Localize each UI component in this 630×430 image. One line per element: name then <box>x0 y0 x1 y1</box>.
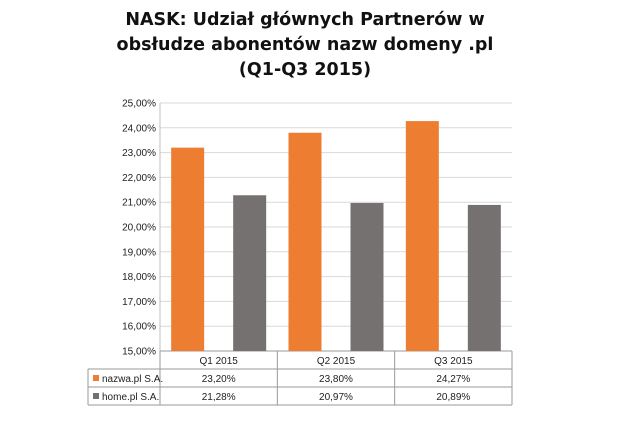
x-category-label: Q2 2015 <box>317 356 356 367</box>
chart-title-line: NASK: Udział głównych Partnerów w <box>125 10 485 30</box>
data-value-label: 24,27% <box>436 374 470 385</box>
y-tick-label: 20,00% <box>122 223 156 234</box>
data-value-label: 23,20% <box>202 374 236 385</box>
data-value-label: 20,97% <box>319 392 353 403</box>
chart-title-line: (Q1-Q3 2015) <box>238 60 372 80</box>
data-value-label: 21,28% <box>202 392 236 403</box>
legend-label: home.pl S.A. <box>102 392 159 403</box>
x-category-label: Q3 2015 <box>434 356 473 367</box>
x-category-label: Q1 2015 <box>199 356 238 367</box>
bar-home <box>350 202 384 351</box>
y-tick-label: 17,00% <box>122 297 156 308</box>
y-tick-label: 23,00% <box>122 148 156 159</box>
bar-home <box>233 195 267 351</box>
chart-title-line: obsłudze abonentów nazw domeny .pl <box>116 35 494 55</box>
bar-nazwa <box>171 147 205 351</box>
y-tick-label: 19,00% <box>122 247 156 258</box>
legend-label: nazwa.pl S.A. <box>102 374 163 385</box>
legend-swatch <box>93 393 99 399</box>
data-value-label: 23,80% <box>319 374 353 385</box>
y-tick-label: 22,00% <box>122 173 156 184</box>
y-tick-label: 21,00% <box>122 198 156 209</box>
y-tick-label: 15,00% <box>122 347 156 358</box>
y-tick-label: 25,00% <box>122 99 156 110</box>
data-value-label: 20,89% <box>436 392 470 403</box>
bar-home <box>467 204 501 351</box>
bar-nazwa <box>288 132 322 351</box>
y-tick-label: 24,00% <box>122 123 156 134</box>
bar-nazwa <box>405 121 439 351</box>
legend-swatch <box>93 375 99 381</box>
chart-title: NASK: Udział głównych Partnerów w obsłud… <box>95 8 515 83</box>
y-tick-label: 18,00% <box>122 272 156 283</box>
y-tick-label: 16,00% <box>122 322 156 333</box>
